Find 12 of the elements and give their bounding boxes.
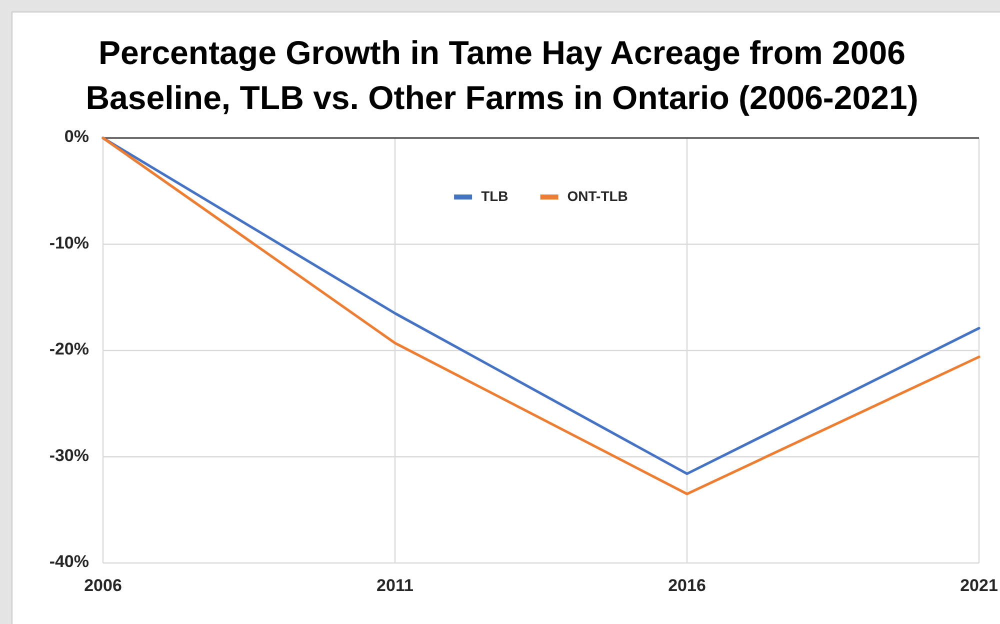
legend-label: TLB — [481, 188, 508, 204]
x-tick-label: 2021 — [960, 576, 998, 595]
y-tick-label: -20% — [49, 340, 89, 359]
y-tick-label: -40% — [49, 552, 89, 572]
x-tick-label: 2011 — [376, 576, 414, 595]
x-tick-label: 2016 — [668, 576, 706, 595]
legend-label: ONT-TLB — [567, 188, 628, 204]
y-tick-label: -10% — [49, 234, 89, 253]
chart-title: Percentage Growth in Tame Hay Acreage from 2006 Baseline, TLB vs. Other Farms in Ontario (2006-2021) — [86, 34, 918, 116]
y-tick-label: 0% — [64, 127, 89, 146]
x-tick-label: 2006 — [84, 576, 122, 595]
y-tick-label: -30% — [49, 446, 89, 466]
